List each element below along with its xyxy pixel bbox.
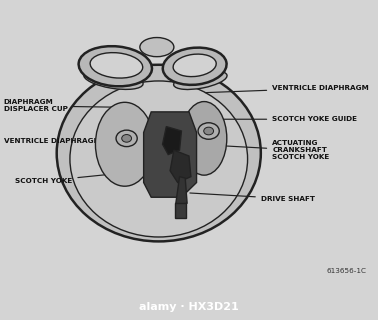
Text: VENTRICLE DIAPHRAGM: VENTRICLE DIAPHRAGM xyxy=(4,138,109,144)
Polygon shape xyxy=(144,112,197,197)
Polygon shape xyxy=(170,150,191,182)
Circle shape xyxy=(116,130,137,147)
Text: SCOTCH YOKE GUIDE: SCOTCH YOKE GUIDE xyxy=(212,116,357,122)
Ellipse shape xyxy=(57,65,261,241)
Text: SCOTCH YOKE: SCOTCH YOKE xyxy=(15,172,128,184)
Ellipse shape xyxy=(163,48,226,85)
Text: DIAPHRAGM
DISPLACER CUP: DIAPHRAGM DISPLACER CUP xyxy=(4,100,132,113)
Ellipse shape xyxy=(173,54,216,76)
Polygon shape xyxy=(176,177,187,204)
Ellipse shape xyxy=(84,69,143,89)
Ellipse shape xyxy=(79,46,152,86)
Ellipse shape xyxy=(181,101,227,175)
Ellipse shape xyxy=(70,81,248,237)
Ellipse shape xyxy=(90,52,143,78)
Text: 613656-1C: 613656-1C xyxy=(327,268,367,274)
Text: DRIVE SHAFT: DRIVE SHAFT xyxy=(190,193,315,202)
Text: alamy · HX3D21: alamy · HX3D21 xyxy=(139,302,239,312)
Ellipse shape xyxy=(174,71,227,90)
Circle shape xyxy=(122,134,132,142)
Circle shape xyxy=(204,127,214,135)
Text: ACTUATING
CRANKSHAFT
SCOTCH YOKE: ACTUATING CRANKSHAFT SCOTCH YOKE xyxy=(197,140,329,160)
Circle shape xyxy=(198,123,219,139)
Polygon shape xyxy=(175,203,186,218)
Polygon shape xyxy=(163,127,181,155)
Text: VENTRICLE DIAPHRAGM: VENTRICLE DIAPHRAGM xyxy=(205,85,369,92)
Ellipse shape xyxy=(95,102,154,186)
Ellipse shape xyxy=(140,37,174,57)
